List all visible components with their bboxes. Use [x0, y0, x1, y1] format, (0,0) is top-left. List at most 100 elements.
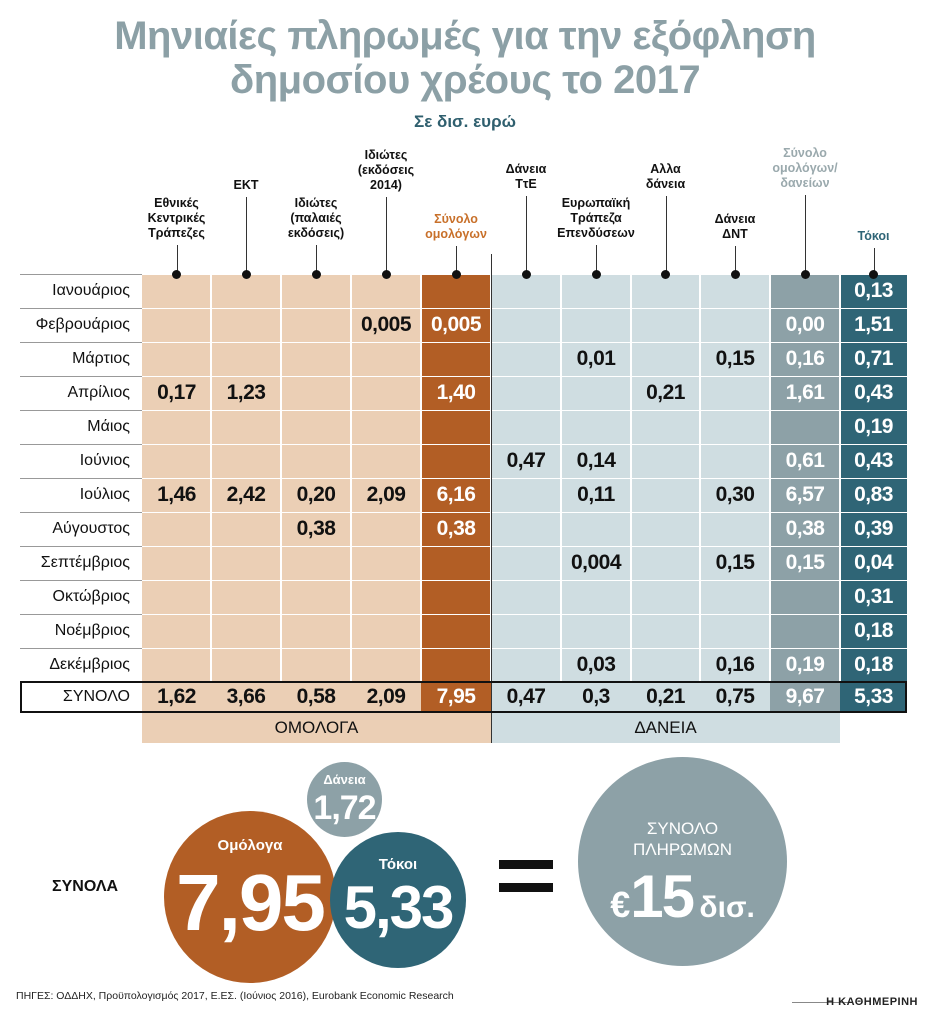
column-leader-line	[735, 246, 736, 274]
column-header-line: Ιδιώτες	[364, 148, 408, 162]
column-separator	[839, 274, 841, 681]
month-label: Μάρτιος	[72, 350, 130, 367]
bonds-circle-value: 7,95	[176, 858, 326, 947]
table-cell: 0,19	[785, 653, 825, 676]
column-dot	[591, 269, 601, 279]
row-line-left	[20, 308, 142, 309]
column-separator	[280, 274, 282, 681]
table-cell: 0,00	[785, 313, 825, 336]
column-header-line: ομολόγων/	[772, 161, 838, 175]
table-cell: 0,39	[854, 517, 893, 540]
column-header-other-loans: Αλλα δάνεια	[618, 162, 714, 192]
column-leader-line	[246, 197, 247, 274]
column-header-line: ΕΚΤ	[233, 178, 259, 192]
table-cell: 0,13	[854, 279, 893, 302]
table-cell: 0,04	[854, 551, 893, 574]
table-cell: 0,11	[577, 483, 615, 506]
table-cell: 0,005	[430, 313, 482, 336]
table-cell: 0,16	[715, 653, 755, 676]
row-line	[142, 376, 907, 377]
column-separator	[420, 274, 422, 681]
row-line	[142, 546, 907, 547]
column-header-line: Αλλα	[650, 162, 681, 176]
table-cell: 0,005	[360, 313, 412, 336]
column-bg-ncb	[142, 274, 211, 713]
total-payments-value: €15 δισ.	[578, 865, 787, 945]
column-header-eib: Ευρωπαϊκή Τράπεζα Επενδύσεων	[548, 196, 644, 241]
table-cell: 1,46	[157, 483, 196, 506]
month-label: Ιούνιος	[79, 452, 130, 469]
row-line	[142, 478, 907, 479]
column-header-line: ομολόγων	[425, 227, 487, 241]
column-separator	[769, 274, 771, 681]
month-label: Ιούλιος	[79, 486, 130, 503]
interest-circle-value: 5,33	[343, 874, 455, 941]
column-header-line: 2014)	[370, 178, 402, 192]
interest-circle: Τόκοι 5,33	[330, 832, 466, 968]
column-header-line: Δάνεια	[505, 162, 547, 176]
row-line-left	[20, 614, 142, 615]
column-header-line: εκδόσεις)	[287, 226, 345, 240]
column-header-private-old: Ιδιώτες (παλαιές εκδόσεις)	[268, 196, 364, 241]
table-cell: 0,83	[854, 483, 893, 506]
brand-divider	[792, 1002, 852, 1003]
table-cell: 0,18	[854, 619, 893, 642]
table-cell: 0,16	[785, 347, 825, 370]
total-cell: 0,58	[296, 685, 336, 708]
column-bg-imf-loans	[700, 274, 770, 713]
total-payments-line1: ΣΥΝΟΛΟ	[646, 819, 719, 838]
column-bg-other-loans	[631, 274, 700, 713]
row-line-left	[20, 342, 142, 343]
table-cell: 0,17	[157, 381, 196, 404]
column-leader-line	[596, 245, 597, 274]
chart-subtitle: Σε δισ. ευρώ	[414, 112, 516, 131]
table-cell: 0,71	[854, 347, 893, 370]
column-dot	[311, 269, 321, 279]
table-cell: 0,15	[715, 551, 755, 574]
column-leader-line	[176, 245, 178, 274]
column-header-line: Δάνεια	[714, 212, 756, 226]
month-label: Ιανουάριος	[52, 282, 130, 299]
column-bg-bonds-total	[421, 274, 491, 713]
row-line-left	[20, 580, 142, 581]
column-bg-private-2014	[351, 274, 421, 713]
column-leader-line	[386, 197, 387, 274]
column-header-private-2014: Ιδιώτες (εκδόσεις 2014)	[338, 148, 434, 193]
column-separator	[560, 274, 562, 681]
column-header-line: Ιδιώτες	[294, 196, 338, 210]
total-payments-number: 15	[630, 863, 695, 930]
row-line	[142, 580, 907, 581]
table-cell: 6,16	[436, 483, 476, 506]
loans-circle: Δάνεια 1,72	[307, 762, 382, 837]
table-cell: 0,43	[854, 381, 893, 404]
table-cell: 1,23	[226, 381, 266, 404]
column-header-ecb: ΕΚΤ	[198, 178, 294, 193]
column-leader-line	[665, 196, 667, 274]
total-payments-currency: €	[610, 884, 630, 925]
column-header-bonds-loans-total: Σύνολο ομολόγων/δανείων	[757, 146, 853, 191]
total-cell: 3,66	[226, 685, 266, 708]
column-leader-line	[316, 245, 317, 274]
total-row-frame	[20, 681, 907, 713]
table-cell: 0,30	[715, 483, 755, 506]
month-label: Νοέμβριος	[54, 622, 130, 639]
publisher-brand: Η ΚΑΘΗΜΕΡΙΝΗ	[826, 996, 918, 1008]
title-line-2: δημοσίου χρέους το 2017	[229, 58, 701, 102]
title-line-1: Μηνιαίες πληρωμές για την εξόφληση	[114, 14, 816, 58]
column-separator	[699, 274, 701, 681]
table-cell: 0,38	[296, 517, 336, 540]
table-cell: 1,61	[785, 381, 825, 404]
column-header-bog-loans: Δάνεια ΤτΕ	[478, 162, 574, 192]
total-cell: 0,3	[582, 685, 610, 708]
bonds-circle-label: Ομόλογα	[217, 837, 283, 854]
row-line-left	[20, 376, 142, 377]
total-cell: 9,67	[785, 685, 825, 708]
table-cell: 0,03	[576, 653, 616, 676]
column-header-line: Τόκοι	[857, 229, 890, 243]
table-cell: 0,38	[436, 517, 476, 540]
column-bg-bonds-loans-total	[770, 274, 840, 713]
equals-sign-top	[499, 860, 553, 869]
table-cell: 0,18	[854, 653, 893, 676]
table-cell: 0,14	[576, 449, 616, 472]
column-dot	[661, 269, 670, 279]
